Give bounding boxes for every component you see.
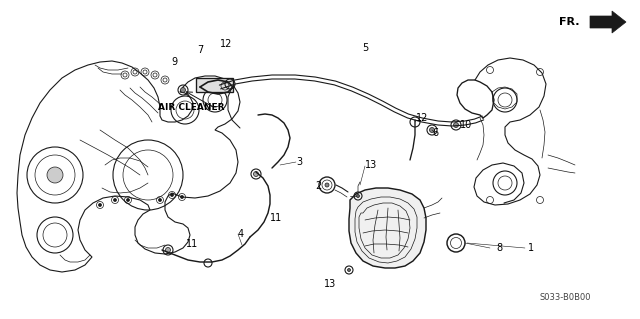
Circle shape [170, 194, 173, 197]
Circle shape [127, 198, 129, 202]
Text: 7: 7 [197, 45, 203, 55]
Text: 11: 11 [186, 239, 198, 249]
Text: 13: 13 [324, 279, 336, 289]
Circle shape [454, 122, 458, 128]
Text: 4: 4 [238, 229, 244, 239]
Polygon shape [590, 11, 626, 33]
Polygon shape [17, 61, 240, 272]
Circle shape [348, 269, 351, 271]
Text: 8: 8 [496, 243, 502, 253]
Text: 6: 6 [432, 128, 438, 138]
Circle shape [356, 195, 360, 197]
Text: 1: 1 [528, 243, 534, 253]
Text: 11: 11 [270, 213, 282, 223]
Text: 10: 10 [460, 120, 472, 130]
Polygon shape [349, 188, 426, 268]
Text: 12: 12 [220, 39, 232, 49]
Text: 9: 9 [171, 57, 177, 67]
Circle shape [325, 183, 329, 187]
Circle shape [253, 172, 259, 176]
Circle shape [180, 196, 184, 198]
Circle shape [166, 248, 170, 253]
Text: 12: 12 [416, 113, 428, 123]
Circle shape [180, 87, 186, 93]
Text: S033-B0B00: S033-B0B00 [540, 293, 591, 302]
Circle shape [113, 198, 116, 202]
Text: 2: 2 [316, 181, 322, 191]
Circle shape [159, 198, 161, 202]
Circle shape [47, 167, 63, 183]
Bar [196, 78, 233, 92]
Circle shape [99, 204, 102, 206]
Text: AIR CLEANER: AIR CLEANER [158, 103, 225, 113]
Text: 5: 5 [362, 43, 368, 53]
Text: FR.: FR. [559, 17, 580, 27]
Text: 3: 3 [296, 157, 302, 167]
Circle shape [429, 128, 435, 132]
Text: 13: 13 [365, 160, 377, 170]
